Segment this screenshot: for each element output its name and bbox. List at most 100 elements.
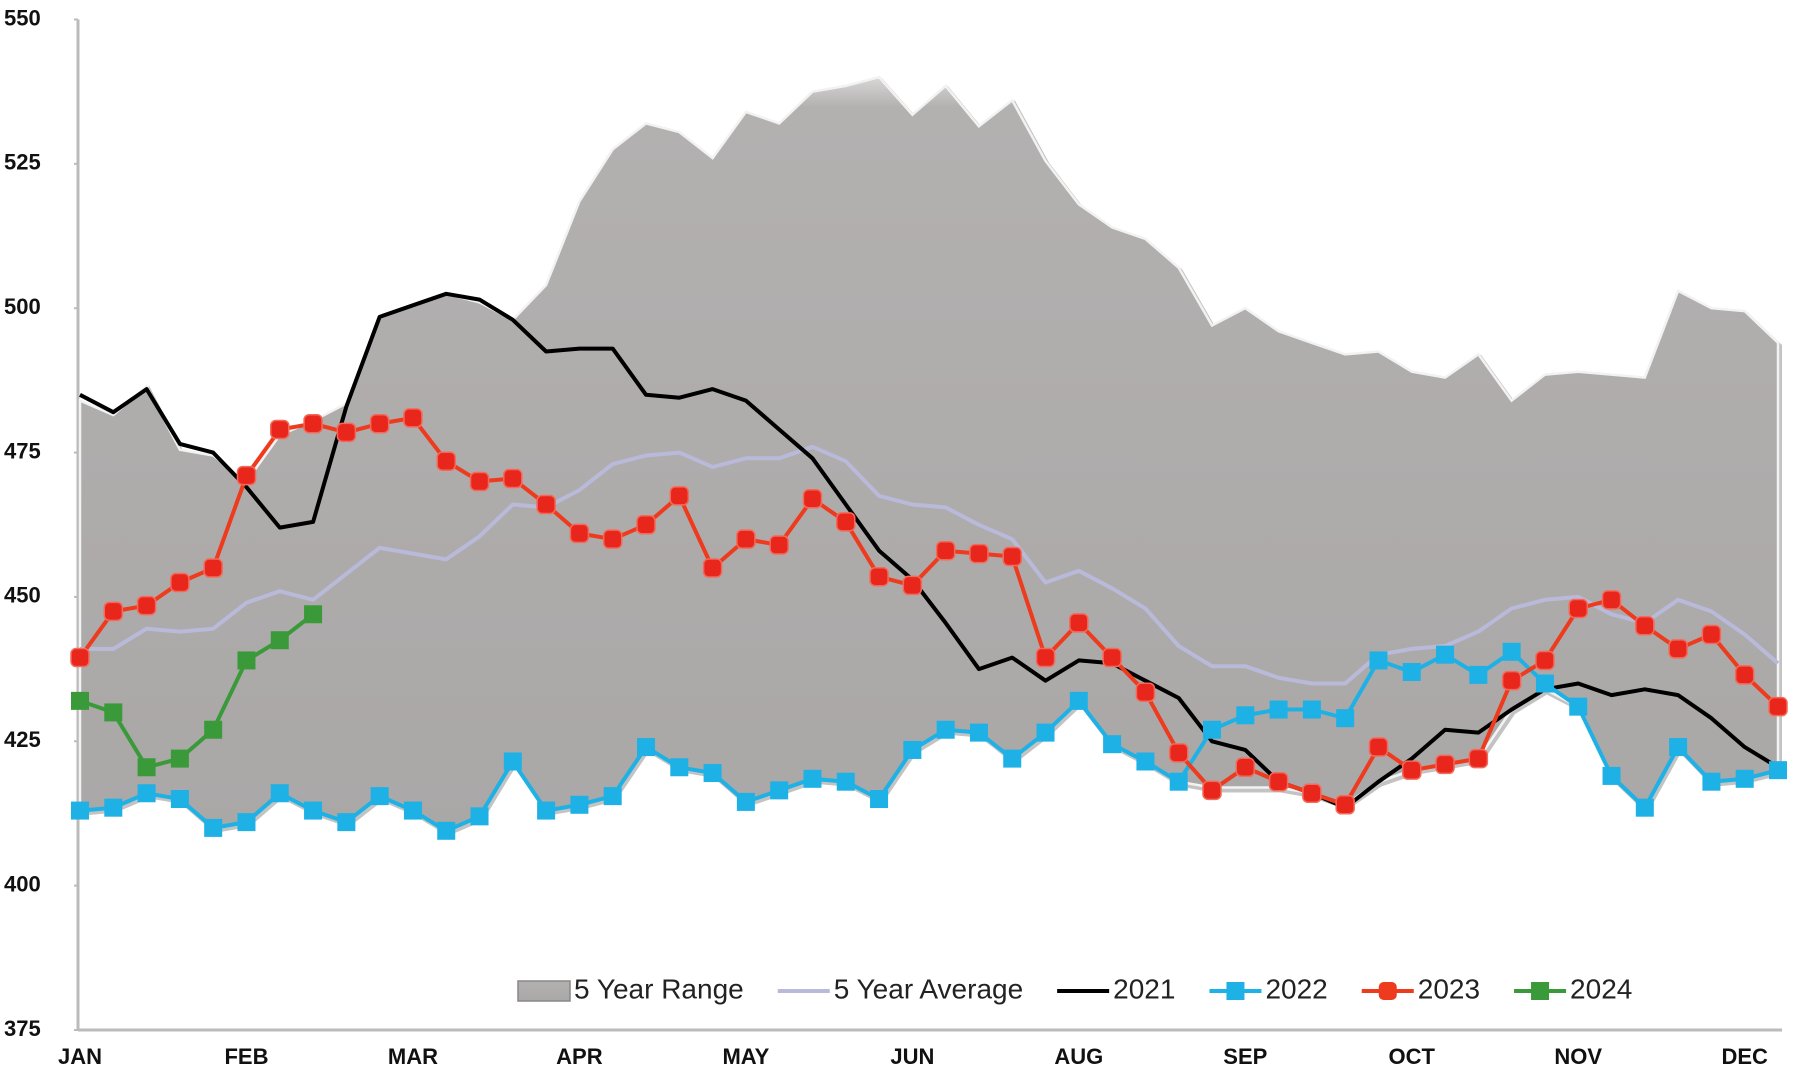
marker (536, 494, 556, 515)
marker (1602, 766, 1621, 785)
marker (1069, 613, 1089, 633)
marker (1069, 691, 1088, 710)
x-tick-label: AUG (1054, 1044, 1103, 1069)
marker (236, 465, 257, 486)
marker (703, 764, 722, 783)
marker (1002, 546, 1022, 567)
legend: 5 Year Range 5 Year Average 2021 2022 2023 20… (517, 973, 1632, 1004)
legend-label: 2023 (1418, 973, 1480, 1004)
x-tick-label: JAN (58, 1044, 102, 1069)
marker (1003, 749, 1022, 768)
marker (1735, 769, 1754, 788)
marker (836, 772, 855, 791)
marker (204, 720, 223, 739)
marker (204, 818, 223, 837)
marker (1368, 737, 1389, 757)
x-tick-label: JUN (890, 1044, 934, 1069)
marker (1568, 598, 1588, 619)
marker (70, 647, 90, 668)
marker (1402, 760, 1422, 780)
marker (437, 821, 456, 840)
marker (137, 758, 156, 777)
marker (869, 566, 889, 587)
marker (270, 419, 290, 440)
marker (1501, 670, 1522, 691)
marker (337, 813, 356, 832)
marker (1202, 780, 1222, 801)
marker (1768, 696, 1788, 717)
marker (936, 720, 955, 739)
marker (669, 486, 690, 506)
marker (1268, 771, 1289, 792)
marker (403, 408, 423, 428)
legend-label: 2024 (1570, 973, 1632, 1004)
legend-label: 2021 (1113, 973, 1175, 1004)
marker (170, 572, 190, 593)
y-tick-label: 525 (4, 150, 41, 175)
marker (203, 558, 223, 578)
marker (1535, 650, 1555, 671)
marker (170, 790, 189, 809)
marker (1103, 735, 1122, 754)
marker (1701, 624, 1722, 645)
marker (870, 790, 889, 809)
y-tick-label: 475 (4, 438, 41, 463)
marker (104, 798, 123, 817)
marker (636, 515, 656, 535)
marker (702, 558, 723, 578)
marker (603, 787, 622, 806)
marker (1734, 665, 1755, 685)
marker (1236, 706, 1255, 725)
marker (369, 413, 390, 434)
legend-label: 2022 (1265, 973, 1327, 1004)
marker (1702, 772, 1721, 791)
marker (903, 740, 922, 759)
marker (569, 523, 590, 544)
marker (103, 601, 124, 622)
marker (1302, 700, 1321, 719)
marker (1336, 709, 1355, 728)
x-tick-label: APR (556, 1044, 603, 1069)
marker (104, 703, 123, 722)
marker (637, 738, 655, 757)
marker (1502, 642, 1521, 661)
marker (71, 691, 89, 710)
marker (736, 529, 756, 549)
marker (237, 813, 256, 832)
marker (503, 752, 522, 771)
marker (370, 787, 389, 806)
marker (1102, 647, 1122, 668)
marker (769, 535, 789, 555)
marker (1136, 752, 1155, 771)
marker (1436, 645, 1455, 664)
marker (469, 471, 490, 492)
marker (1035, 647, 1056, 668)
series-line (79, 649, 1779, 833)
marker (1601, 590, 1622, 610)
marker (336, 422, 357, 443)
y-tick-label: 500 (4, 294, 41, 319)
marker (1036, 723, 1055, 742)
marker (1168, 743, 1189, 763)
marker (1669, 738, 1688, 757)
marker (303, 413, 323, 434)
series-line (80, 444, 1780, 686)
marker (71, 801, 89, 820)
marker (1369, 651, 1388, 670)
x-tick-label: OCT (1389, 1044, 1436, 1069)
marker (136, 595, 157, 616)
marker (1435, 754, 1455, 775)
plot-area: 375 400 425 450 475 500 525 550 JAN FEB MAR APR MAY J… (4, 5, 1788, 1069)
x-tick-label: DEC (1721, 1044, 1768, 1069)
marker (1769, 761, 1787, 780)
marker (602, 529, 623, 549)
legend-swatch (517, 980, 571, 1002)
marker (570, 795, 589, 814)
marker (470, 807, 489, 826)
marker (503, 468, 523, 489)
x-tick-label: MAR (388, 1044, 438, 1069)
marker (1235, 757, 1256, 778)
marker (304, 605, 323, 624)
